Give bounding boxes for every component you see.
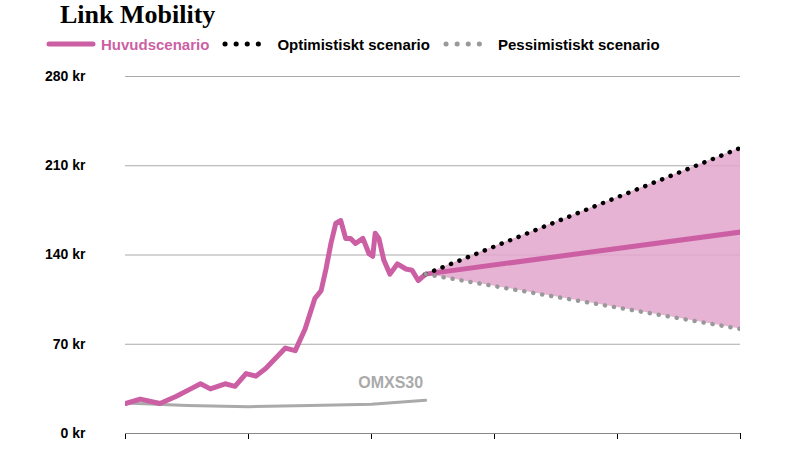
svg-text:210 kr: 210 kr [45,157,86,173]
svg-text:OMXS30: OMXS30 [358,374,423,391]
svg-text:140 kr: 140 kr [45,246,86,262]
html-text:Huvudscenario: Huvudscenario [101,35,210,53]
svg-text:280 kr: 280 kr [45,68,86,84]
html-text:Pessimistiskt scenario: Pessimistiskt scenario [497,35,660,53]
svg-text:0 kr: 0 kr [61,425,86,441]
svg-text:70 kr: 70 kr [53,336,86,352]
html-text:Link Mobility: Link Mobility [60,0,216,29]
html-text:Optimistiskt scenario: Optimistiskt scenario [277,35,430,53]
